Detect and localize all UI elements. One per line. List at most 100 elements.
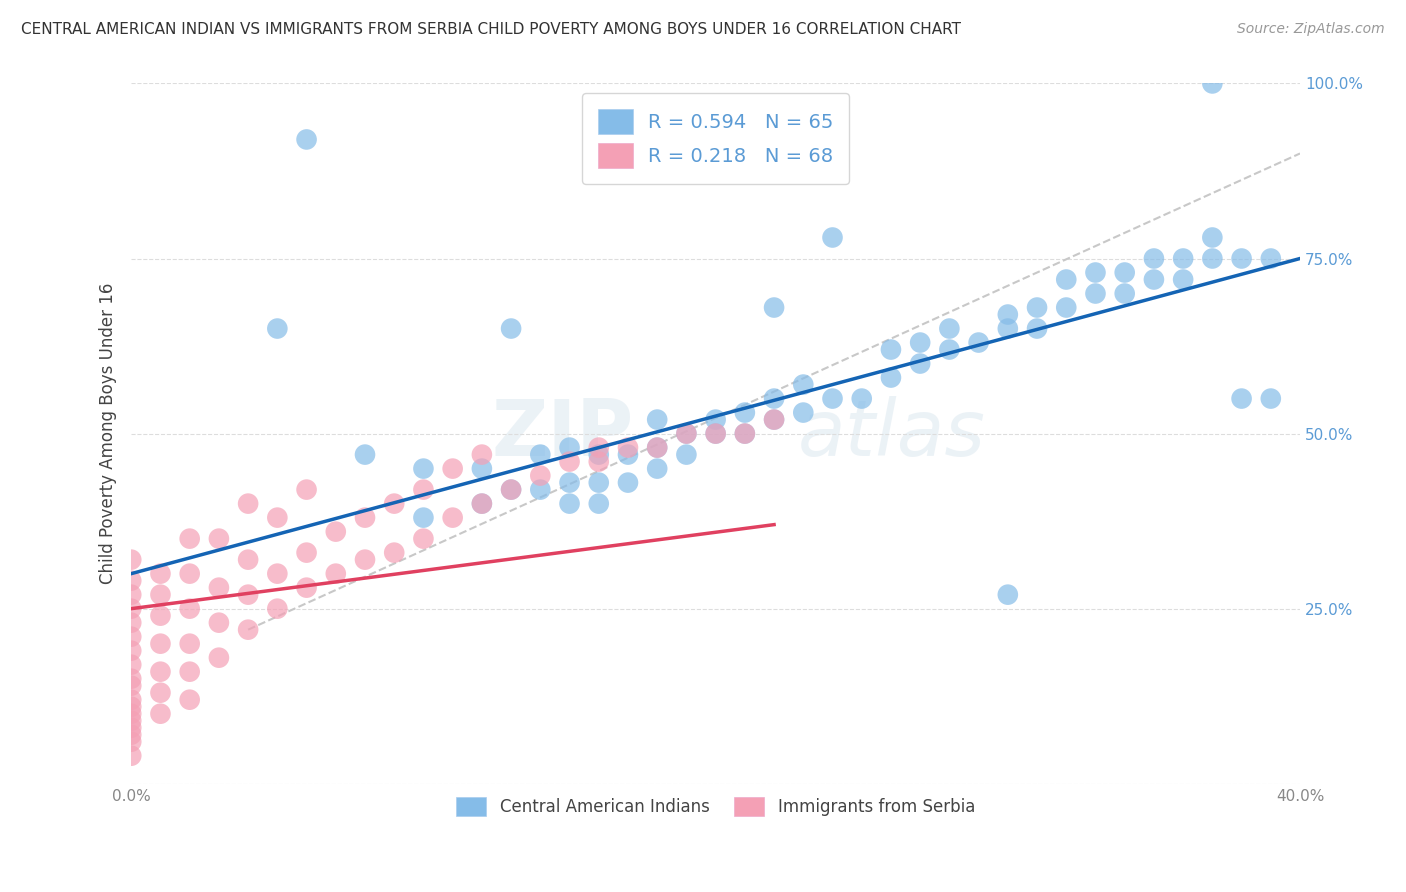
Point (412, 483, 434, 497)
Point (471, 497, 494, 511)
Point (908, 357, 931, 371)
Point (295, 132, 318, 146)
Point (645, 441, 668, 455)
Point (792, 377, 814, 392)
Point (1171, 272, 1194, 286)
Point (1026, 301, 1049, 315)
Point (617, 475, 640, 490)
Point (236, 552, 259, 566)
Point (558, 441, 581, 455)
Point (908, 335, 931, 350)
Point (997, 588, 1019, 602)
Point (1171, 252, 1194, 266)
Point (675, 426, 697, 441)
Point (471, 461, 494, 475)
Point (295, 546, 318, 560)
Point (441, 510, 464, 524)
Point (354, 448, 377, 462)
Point (792, 406, 814, 420)
Point (120, 748, 142, 763)
Point (1230, 392, 1253, 406)
Point (645, 412, 668, 426)
Point (704, 426, 727, 441)
Point (236, 588, 259, 602)
Point (558, 497, 581, 511)
Point (179, 692, 201, 706)
Point (471, 497, 494, 511)
Point (120, 574, 142, 588)
Point (1201, 230, 1223, 244)
Point (821, 230, 844, 244)
Point (1114, 286, 1136, 301)
Point (558, 475, 581, 490)
Point (236, 623, 259, 637)
Point (1143, 272, 1166, 286)
Point (529, 468, 551, 483)
Point (295, 483, 318, 497)
Point (1260, 252, 1282, 266)
Point (149, 706, 172, 721)
Point (266, 601, 288, 615)
Text: ZIP: ZIP (492, 395, 634, 472)
Point (763, 301, 786, 315)
Point (558, 454, 581, 468)
Point (763, 392, 786, 406)
Point (354, 510, 377, 524)
Point (120, 721, 142, 735)
Point (208, 532, 231, 546)
Point (880, 370, 903, 384)
Point (236, 497, 259, 511)
Text: Source: ZipAtlas.com: Source: ZipAtlas.com (1237, 22, 1385, 37)
Point (1026, 321, 1049, 335)
Point (645, 461, 668, 475)
Point (149, 665, 172, 679)
Point (851, 392, 873, 406)
Point (617, 441, 640, 455)
Point (120, 728, 142, 742)
Point (588, 475, 610, 490)
Point (588, 441, 610, 455)
Point (588, 454, 610, 468)
Point (325, 566, 347, 581)
Point (295, 581, 318, 595)
Point (120, 630, 142, 644)
Text: CENTRAL AMERICAN INDIAN VS IMMIGRANTS FROM SERBIA CHILD POVERTY AMONG BOYS UNDER: CENTRAL AMERICAN INDIAN VS IMMIGRANTS FR… (21, 22, 962, 37)
Point (617, 448, 640, 462)
Point (266, 321, 288, 335)
Point (997, 308, 1019, 322)
Point (821, 392, 844, 406)
Point (179, 665, 201, 679)
Point (997, 321, 1019, 335)
Point (120, 672, 142, 686)
Point (179, 566, 201, 581)
Point (1143, 252, 1166, 266)
Point (529, 483, 551, 497)
Point (179, 532, 201, 546)
Point (501, 483, 523, 497)
Point (938, 343, 960, 357)
Point (208, 615, 231, 630)
Point (588, 497, 610, 511)
Point (734, 426, 756, 441)
Point (501, 321, 523, 335)
Point (354, 552, 377, 566)
Point (412, 510, 434, 524)
Point (704, 412, 727, 426)
Point (1201, 252, 1223, 266)
Point (120, 552, 142, 566)
Point (734, 406, 756, 420)
Point (149, 608, 172, 623)
Point (1114, 266, 1136, 280)
Point (1054, 301, 1077, 315)
Point (120, 643, 142, 657)
Point (734, 426, 756, 441)
Point (938, 321, 960, 335)
Text: atlas: atlas (797, 395, 986, 472)
Point (967, 335, 990, 350)
Point (208, 650, 231, 665)
Point (441, 461, 464, 475)
Point (588, 448, 610, 462)
Legend: Central American Indians, Immigrants from Serbia: Central American Indians, Immigrants fro… (449, 789, 983, 824)
Point (179, 637, 201, 651)
Point (675, 426, 697, 441)
